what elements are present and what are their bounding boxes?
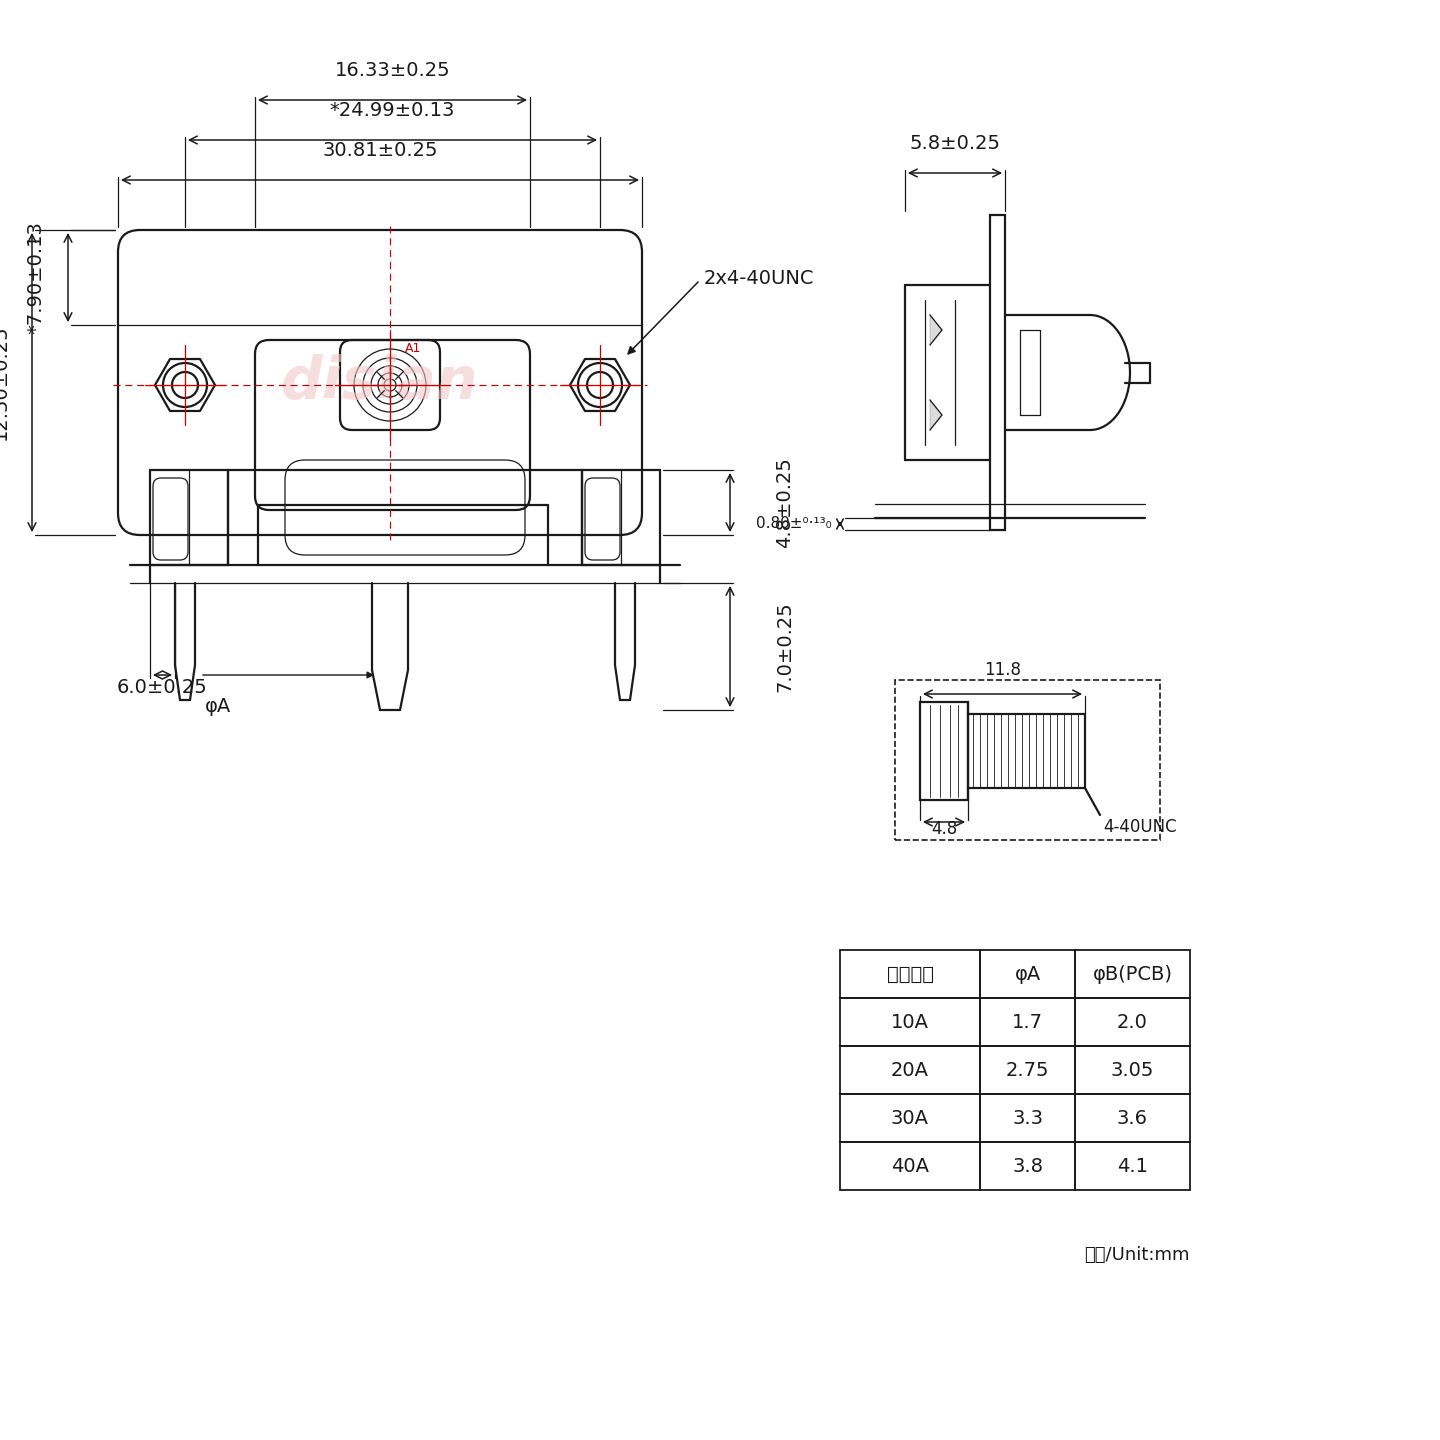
Text: 4.8±0.25: 4.8±0.25 [776, 456, 795, 549]
Text: φB(PCB): φB(PCB) [1093, 965, 1172, 984]
Text: 4.1: 4.1 [1117, 1156, 1148, 1175]
Bar [840, 1142, 981, 1189]
Text: 5.8±0.25: 5.8±0.25 [910, 134, 1001, 153]
Bar [582, 469, 660, 564]
Bar [840, 998, 981, 1045]
Bar [991, 215, 1005, 530]
Text: 16.33±0.25: 16.33±0.25 [334, 60, 451, 81]
Bar [981, 1142, 1076, 1189]
Bar [1076, 1142, 1189, 1189]
Text: 30A: 30A [891, 1109, 929, 1128]
Text: *7.90±0.13: *7.90±0.13 [26, 222, 46, 334]
Text: 20A: 20A [891, 1060, 929, 1080]
Text: 3.05: 3.05 [1110, 1060, 1155, 1080]
Bar [981, 1045, 1076, 1094]
Bar [840, 950, 981, 998]
Text: 0.80±⁰·¹³₀: 0.80±⁰·¹³₀ [756, 517, 832, 531]
Bar [840, 1045, 981, 1094]
Text: 4.8: 4.8 [930, 819, 958, 838]
Bar [1076, 1094, 1189, 1142]
Bar [920, 701, 968, 801]
Text: 3.3: 3.3 [1012, 1109, 1043, 1128]
Bar [840, 1094, 981, 1142]
Text: 11.8: 11.8 [984, 661, 1021, 680]
Text: disian: disian [281, 354, 478, 410]
Bar [981, 1094, 1076, 1142]
Text: 30.81±0.25: 30.81±0.25 [323, 141, 438, 160]
Text: φA: φA [204, 697, 232, 716]
Text: 4-40UNC: 4-40UNC [1103, 818, 1176, 837]
Text: 2.75: 2.75 [1005, 1060, 1050, 1080]
Text: 10A: 10A [891, 1012, 929, 1031]
Text: 1.7: 1.7 [1012, 1012, 1043, 1031]
Bar [968, 714, 1084, 788]
Text: 3.6: 3.6 [1117, 1109, 1148, 1128]
Text: A1: A1 [405, 341, 422, 356]
Polygon shape [930, 315, 942, 346]
Bar [150, 469, 228, 564]
Text: 40A: 40A [891, 1156, 929, 1175]
Text: 7.0±0.25: 7.0±0.25 [776, 600, 795, 691]
Bar [896, 680, 1161, 840]
Bar [1076, 950, 1189, 998]
Text: φA: φA [1014, 965, 1041, 984]
Bar [981, 998, 1076, 1045]
Polygon shape [930, 400, 942, 431]
Text: 12.50±0.25: 12.50±0.25 [0, 324, 10, 441]
Text: 6.0±0.25: 6.0±0.25 [117, 678, 207, 697]
Text: 单位/Unit:mm: 单位/Unit:mm [1084, 1246, 1189, 1264]
Bar [1076, 998, 1189, 1045]
Bar [981, 950, 1076, 998]
Text: 2.0: 2.0 [1117, 1012, 1148, 1031]
Bar [1076, 1045, 1189, 1094]
Text: *24.99±0.13: *24.99±0.13 [330, 101, 455, 120]
Text: 额定电流: 额定电流 [887, 965, 933, 984]
Text: 3.8: 3.8 [1012, 1156, 1043, 1175]
Text: 2x4-40UNC: 2x4-40UNC [704, 268, 815, 288]
